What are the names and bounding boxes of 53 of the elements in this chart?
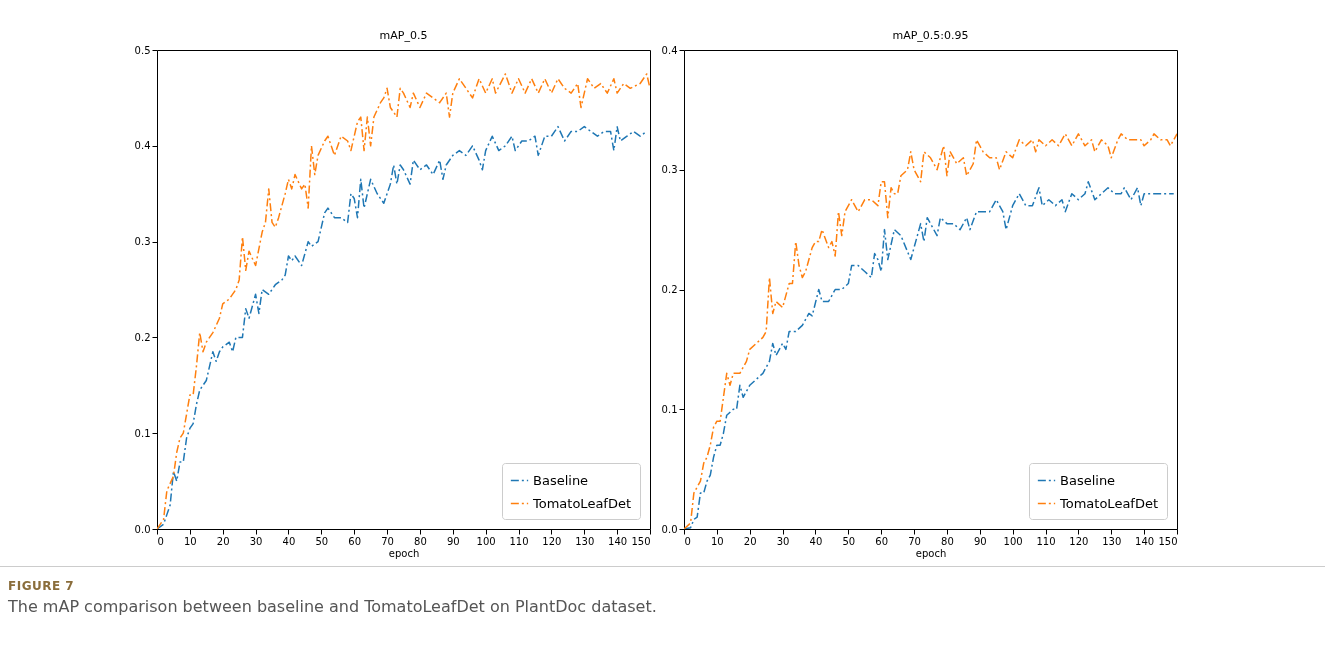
x-tick-label: 20: [743, 535, 757, 547]
y-tick-label: 0.2: [661, 284, 678, 295]
x-tick-label: 0: [684, 535, 691, 547]
x-tick-label: 140: [608, 535, 628, 547]
y-tick-label: 0.0: [661, 523, 678, 535]
y-tick-label: 0.4: [134, 140, 151, 152]
x-tick-label: 110: [1036, 535, 1056, 547]
caption: FIGURE 7: [8, 579, 76, 593]
y-tick-label: 0.4: [661, 44, 678, 56]
y-tick-label: 0.0: [134, 523, 151, 535]
x-axis-title: epoch: [388, 547, 420, 559]
text: The mAP comparison between baseline and TomatoLeafDet on PlantDoc dataset.: [8, 597, 658, 616]
x-tick-label: 50: [315, 535, 329, 547]
x-tick-label: 60: [348, 535, 362, 547]
legend-label: TomatoLeafDet: [532, 495, 632, 511]
x-tick-label: 20: [216, 535, 230, 547]
chart-title: mAP_0.5:0.95: [892, 29, 969, 42]
y-tick-label: 0.1: [134, 427, 151, 439]
x-tick-label: 90: [973, 535, 987, 547]
x-tick-label: 70: [908, 535, 921, 547]
y-tick-label: 0.5: [134, 44, 151, 56]
x-tick-label: 0: [157, 535, 164, 547]
x-tick-label: 90: [446, 535, 460, 547]
y-tick-label: 0.1: [661, 403, 678, 415]
x-tick-label: 150: [1158, 535, 1178, 547]
x-tick-label: 30: [249, 535, 263, 547]
x-tick-label: 100: [1003, 535, 1023, 547]
x-tick-label: 80: [414, 535, 427, 547]
x-tick-label: 100: [476, 535, 496, 547]
x-tick-label: 130: [575, 535, 595, 547]
legend-label: Baseline: [533, 472, 589, 488]
x-tick-label: 30: [776, 535, 790, 547]
x-tick-label: 140: [1135, 535, 1155, 547]
x-tick-label: 40: [809, 535, 823, 547]
x-tick-label: 120: [542, 535, 562, 547]
x-tick-label: 40: [282, 535, 296, 547]
x-tick-label: 130: [1102, 535, 1122, 547]
x-tick-label: 150: [631, 535, 651, 547]
x-tick-label: 80: [941, 535, 954, 547]
x-tick-label: 110: [509, 535, 529, 547]
y-tick-label: 0.3: [134, 236, 151, 248]
x-tick-label: 10: [711, 535, 724, 547]
x-tick-label: 60: [875, 535, 889, 547]
x-tick-label: 10: [184, 535, 197, 547]
x-tick-label: 70: [381, 535, 394, 547]
legend-label: TomatoLeafDet: [1059, 495, 1159, 511]
x-axis-title: epoch: [915, 547, 947, 559]
y-tick-label: 0.2: [134, 331, 151, 343]
legend-label: Baseline: [1060, 472, 1116, 488]
y-tick-label: 0.3: [661, 164, 678, 176]
chart-title: mAP_0.5: [379, 29, 428, 42]
x-tick-label: 50: [842, 535, 856, 547]
x-tick-label: 120: [1069, 535, 1089, 547]
